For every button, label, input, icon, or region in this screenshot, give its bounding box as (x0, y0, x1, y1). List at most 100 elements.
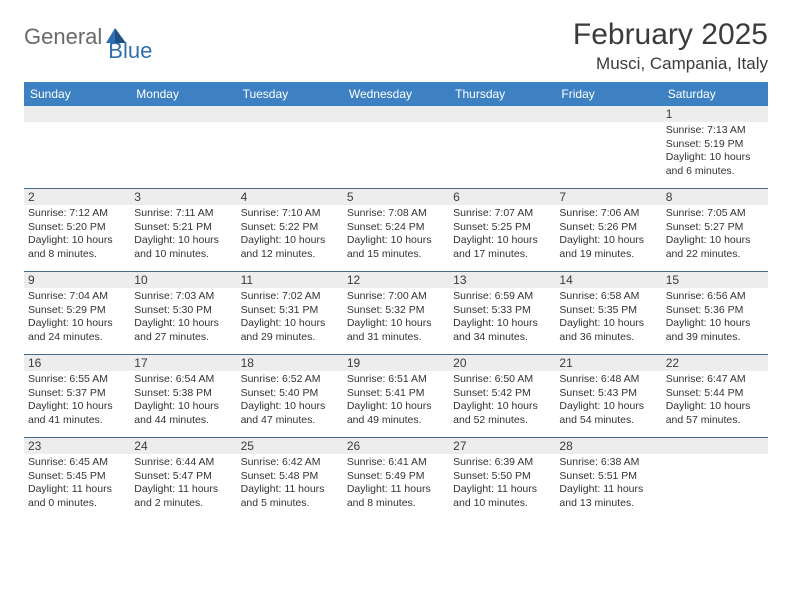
daylight-text-1: Daylight: 10 hours (134, 400, 232, 414)
daylight-text-1: Daylight: 10 hours (559, 317, 657, 331)
sunset-text: Sunset: 5:37 PM (28, 387, 126, 401)
daylight-text-1: Daylight: 10 hours (666, 234, 764, 248)
day-body-bar: Sunrise: 6:55 AMSunset: 5:37 PMDaylight:… (24, 371, 768, 437)
daylight-text-2: and 52 minutes. (453, 414, 551, 428)
day-number: 25 (237, 438, 343, 454)
day-cell (24, 122, 130, 188)
day-number: 11 (237, 272, 343, 288)
daylight-text-1: Daylight: 10 hours (134, 234, 232, 248)
sunrise-text: Sunrise: 7:11 AM (134, 207, 232, 221)
daylight-text-2: and 36 minutes. (559, 331, 657, 345)
daylight-text-2: and 6 minutes. (666, 165, 764, 179)
day-number: 28 (555, 438, 661, 454)
daylight-text-1: Daylight: 10 hours (347, 317, 445, 331)
week-row: 1Sunrise: 7:13 AMSunset: 5:19 PMDaylight… (24, 106, 768, 188)
sunrise-text: Sunrise: 7:04 AM (28, 290, 126, 304)
daylight-text-1: Daylight: 10 hours (134, 317, 232, 331)
day-number: 26 (343, 438, 449, 454)
daylight-text-2: and 22 minutes. (666, 248, 764, 262)
sunrise-text: Sunrise: 7:08 AM (347, 207, 445, 221)
daylight-text-2: and 8 minutes. (347, 497, 445, 511)
daylight-text-2: and 47 minutes. (241, 414, 339, 428)
week-row: 16171819202122Sunrise: 6:55 AMSunset: 5:… (24, 354, 768, 437)
daylight-text-1: Daylight: 10 hours (559, 234, 657, 248)
daylight-text-1: Daylight: 10 hours (559, 400, 657, 414)
day-number: 14 (555, 272, 661, 288)
day-number-bar: 232425262728 (24, 438, 768, 454)
daylight-text-1: Daylight: 10 hours (28, 400, 126, 414)
week-row: 232425262728Sunrise: 6:45 AMSunset: 5:45… (24, 437, 768, 520)
daylight-text-1: Daylight: 10 hours (666, 151, 764, 165)
sunset-text: Sunset: 5:22 PM (241, 221, 339, 235)
day-number: 12 (343, 272, 449, 288)
sunrise-text: Sunrise: 6:52 AM (241, 373, 339, 387)
sunset-text: Sunset: 5:21 PM (134, 221, 232, 235)
weekday-tuesday: Tuesday (237, 82, 343, 106)
day-cell: Sunrise: 7:07 AMSunset: 5:25 PMDaylight:… (449, 205, 555, 271)
day-cell: Sunrise: 7:04 AMSunset: 5:29 PMDaylight:… (24, 288, 130, 354)
sunrise-text: Sunrise: 6:44 AM (134, 456, 232, 470)
sunrise-text: Sunrise: 6:54 AM (134, 373, 232, 387)
daylight-text-1: Daylight: 10 hours (28, 317, 126, 331)
sunrise-text: Sunrise: 7:05 AM (666, 207, 764, 221)
sunset-text: Sunset: 5:51 PM (559, 470, 657, 484)
daylight-text-1: Daylight: 10 hours (241, 400, 339, 414)
sunset-text: Sunset: 5:47 PM (134, 470, 232, 484)
day-number-bar: 16171819202122 (24, 355, 768, 371)
sunset-text: Sunset: 5:24 PM (347, 221, 445, 235)
week-row: 2345678Sunrise: 7:12 AMSunset: 5:20 PMDa… (24, 188, 768, 271)
location-subtitle: Musci, Campania, Italy (573, 54, 768, 74)
day-cell: Sunrise: 6:47 AMSunset: 5:44 PMDaylight:… (662, 371, 768, 437)
sunset-text: Sunset: 5:49 PM (347, 470, 445, 484)
day-number: 19 (343, 355, 449, 371)
day-cell: Sunrise: 7:12 AMSunset: 5:20 PMDaylight:… (24, 205, 130, 271)
day-number: 27 (449, 438, 555, 454)
daylight-text-1: Daylight: 11 hours (241, 483, 339, 497)
sunrise-text: Sunrise: 6:51 AM (347, 373, 445, 387)
daylight-text-1: Daylight: 10 hours (453, 400, 551, 414)
daylight-text-1: Daylight: 10 hours (347, 234, 445, 248)
daylight-text-1: Daylight: 10 hours (347, 400, 445, 414)
daylight-text-2: and 17 minutes. (453, 248, 551, 262)
daylight-text-2: and 31 minutes. (347, 331, 445, 345)
day-number (24, 106, 130, 122)
daylight-text-1: Daylight: 10 hours (666, 317, 764, 331)
day-number: 4 (237, 189, 343, 205)
daylight-text-2: and 10 minutes. (134, 248, 232, 262)
sunset-text: Sunset: 5:36 PM (666, 304, 764, 318)
logo-text-general: General (24, 24, 102, 50)
daylight-text-2: and 19 minutes. (559, 248, 657, 262)
sunset-text: Sunset: 5:31 PM (241, 304, 339, 318)
daylight-text-1: Daylight: 10 hours (28, 234, 126, 248)
month-title: February 2025 (573, 18, 768, 52)
sunset-text: Sunset: 5:19 PM (666, 138, 764, 152)
sunrise-text: Sunrise: 7:12 AM (28, 207, 126, 221)
daylight-text-2: and 41 minutes. (28, 414, 126, 428)
sunset-text: Sunset: 5:32 PM (347, 304, 445, 318)
daylight-text-2: and 12 minutes. (241, 248, 339, 262)
day-number: 7 (555, 189, 661, 205)
day-cell (130, 122, 236, 188)
header: General Blue February 2025 Musci, Campan… (24, 18, 768, 74)
sunset-text: Sunset: 5:26 PM (559, 221, 657, 235)
daylight-text-1: Daylight: 10 hours (241, 234, 339, 248)
day-number-bar: 2345678 (24, 189, 768, 205)
day-cell (662, 454, 768, 520)
day-cell: Sunrise: 7:03 AMSunset: 5:30 PMDaylight:… (130, 288, 236, 354)
weekday-wednesday: Wednesday (343, 82, 449, 106)
day-number: 5 (343, 189, 449, 205)
daylight-text-1: Daylight: 10 hours (666, 400, 764, 414)
day-cell (237, 122, 343, 188)
day-number: 9 (24, 272, 130, 288)
day-cell: Sunrise: 6:54 AMSunset: 5:38 PMDaylight:… (130, 371, 236, 437)
day-number: 17 (130, 355, 236, 371)
daylight-text-2: and 54 minutes. (559, 414, 657, 428)
daylight-text-2: and 27 minutes. (134, 331, 232, 345)
weekday-monday: Monday (130, 82, 236, 106)
sunrise-text: Sunrise: 6:42 AM (241, 456, 339, 470)
day-cell: Sunrise: 7:02 AMSunset: 5:31 PMDaylight:… (237, 288, 343, 354)
day-body-bar: Sunrise: 6:45 AMSunset: 5:45 PMDaylight:… (24, 454, 768, 520)
sunrise-text: Sunrise: 7:13 AM (666, 124, 764, 138)
day-cell: Sunrise: 6:39 AMSunset: 5:50 PMDaylight:… (449, 454, 555, 520)
day-cell: Sunrise: 6:45 AMSunset: 5:45 PMDaylight:… (24, 454, 130, 520)
